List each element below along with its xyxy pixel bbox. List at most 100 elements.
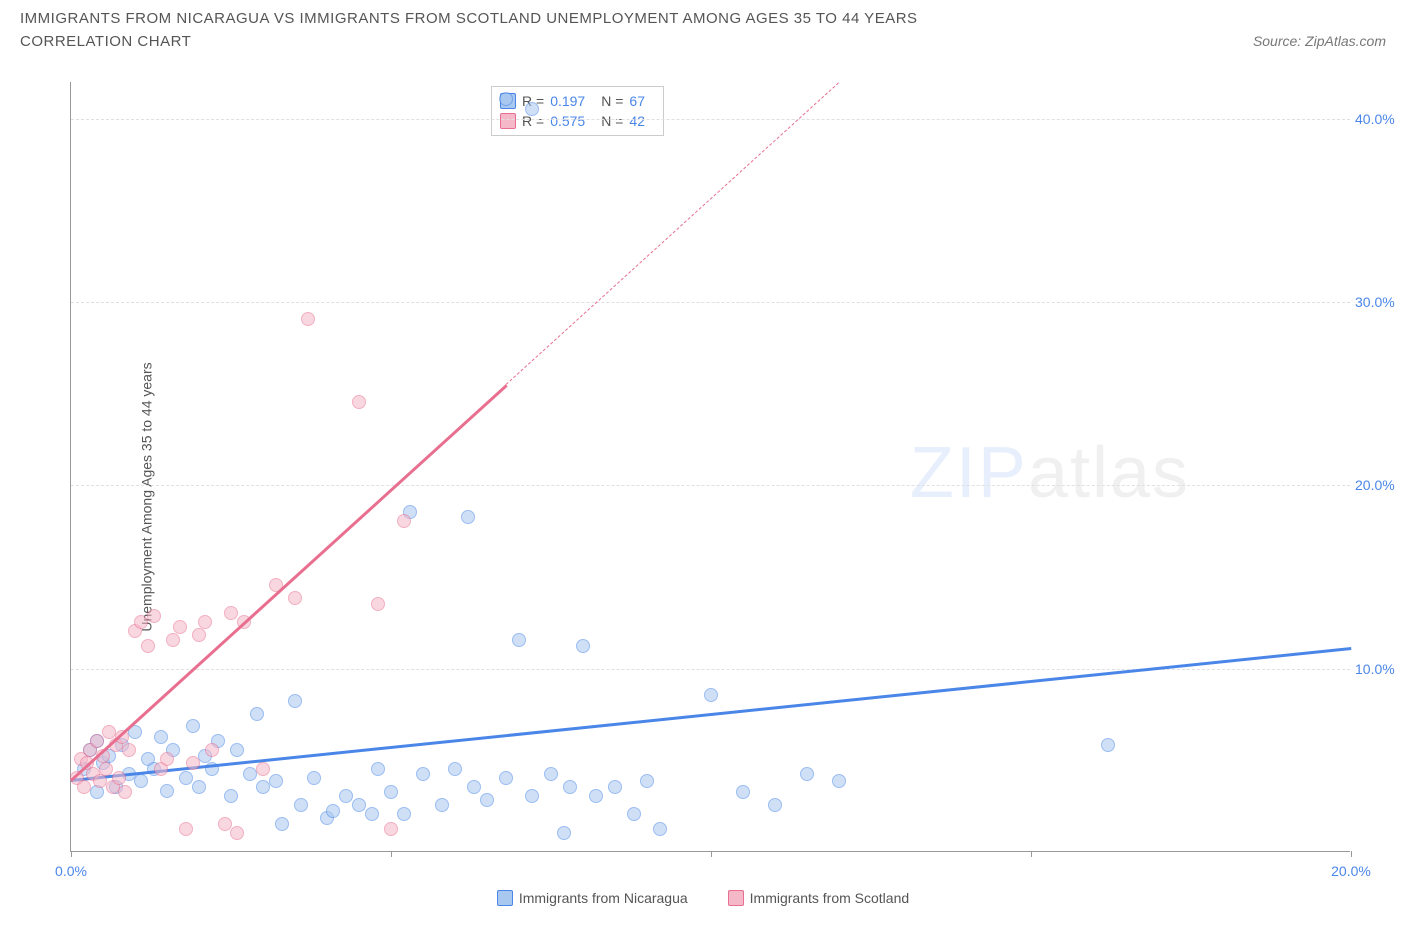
trend-line xyxy=(70,384,507,781)
data-point xyxy=(589,789,603,803)
data-point xyxy=(365,807,379,821)
data-point xyxy=(704,688,718,702)
x-tick-mark xyxy=(71,851,72,857)
data-point xyxy=(467,780,481,794)
data-point xyxy=(198,615,212,629)
data-point xyxy=(371,762,385,776)
stat-r-label: R = xyxy=(522,113,544,129)
data-point xyxy=(1101,738,1115,752)
data-point xyxy=(90,734,104,748)
data-point xyxy=(653,822,667,836)
data-point xyxy=(608,780,622,794)
data-point xyxy=(384,822,398,836)
x-tick-label: 0.0% xyxy=(55,863,87,879)
data-point xyxy=(118,785,132,799)
stats-row: R =0.197N =67 xyxy=(500,91,655,111)
data-point xyxy=(179,822,193,836)
data-point xyxy=(166,633,180,647)
data-point xyxy=(192,628,206,642)
gridline xyxy=(71,485,1350,486)
stat-n-label: N = xyxy=(601,93,623,109)
data-point xyxy=(461,510,475,524)
chart-subtitle: CORRELATION CHART xyxy=(20,33,191,50)
chart-container: Unemployment Among Ages 35 to 44 years Z… xyxy=(20,82,1386,912)
y-tick-label: 30.0% xyxy=(1355,294,1406,310)
data-point xyxy=(224,606,238,620)
data-point xyxy=(544,767,558,781)
data-point xyxy=(179,771,193,785)
data-point xyxy=(352,395,366,409)
data-point xyxy=(224,789,238,803)
x-tick-mark xyxy=(1031,851,1032,857)
data-point xyxy=(525,789,539,803)
data-point xyxy=(557,826,571,840)
data-point xyxy=(339,789,353,803)
data-point xyxy=(627,807,641,821)
stat-n-value: 42 xyxy=(629,113,645,129)
data-point xyxy=(640,774,654,788)
legend-swatch xyxy=(728,890,744,906)
x-tick-mark xyxy=(711,851,712,857)
data-point xyxy=(275,817,289,831)
chart-title: IMMIGRANTS FROM NICARAGUA VS IMMIGRANTS … xyxy=(0,0,1406,31)
stat-n-value: 67 xyxy=(629,93,645,109)
data-point xyxy=(397,807,411,821)
data-point xyxy=(147,609,161,623)
data-point xyxy=(186,756,200,770)
data-point xyxy=(269,774,283,788)
plot-area: ZIPatlas R =0.197N =67R =0.575N =42 10.0… xyxy=(70,82,1350,852)
data-point xyxy=(99,762,113,776)
x-tick-label: 20.0% xyxy=(1331,863,1371,879)
data-point xyxy=(141,639,155,653)
data-point xyxy=(205,743,219,757)
legend-label: Immigrants from Nicaragua xyxy=(519,890,688,906)
data-point xyxy=(768,798,782,812)
legend-swatch xyxy=(500,113,516,129)
data-point xyxy=(256,762,270,776)
data-point xyxy=(371,597,385,611)
data-point xyxy=(301,312,315,326)
data-point xyxy=(288,591,302,605)
data-point xyxy=(525,102,539,116)
stat-r-value: 0.575 xyxy=(550,113,585,129)
data-point xyxy=(218,817,232,831)
data-point xyxy=(134,774,148,788)
data-point xyxy=(499,92,513,106)
stat-n-label: N = xyxy=(601,113,623,129)
y-tick-label: 20.0% xyxy=(1355,477,1406,493)
legend-item: Immigrants from Nicaragua xyxy=(497,890,688,906)
data-point xyxy=(288,694,302,708)
stats-legend-box: R =0.197N =67R =0.575N =42 xyxy=(491,86,664,136)
data-point xyxy=(736,785,750,799)
x-tick-mark xyxy=(391,851,392,857)
data-point xyxy=(576,639,590,653)
y-tick-label: 10.0% xyxy=(1355,661,1406,677)
data-point xyxy=(160,784,174,798)
gridline xyxy=(71,302,1350,303)
data-point xyxy=(499,771,513,785)
data-point xyxy=(800,767,814,781)
source-attribution: Source: ZipAtlas.com xyxy=(1253,33,1386,49)
data-point xyxy=(112,771,126,785)
data-point xyxy=(416,767,430,781)
stats-row: R = 0.575 N = 42 xyxy=(500,111,655,131)
data-point xyxy=(397,514,411,528)
data-point xyxy=(480,793,494,807)
data-point xyxy=(352,798,366,812)
data-point xyxy=(326,804,340,818)
data-point xyxy=(435,798,449,812)
data-point xyxy=(154,730,168,744)
data-point xyxy=(77,780,91,794)
data-point xyxy=(512,633,526,647)
data-point xyxy=(230,826,244,840)
legend-label: Immigrants from Scotland xyxy=(750,890,910,906)
data-point xyxy=(250,707,264,721)
data-point xyxy=(307,771,321,785)
gridline xyxy=(71,119,1350,120)
watermark: ZIPatlas xyxy=(910,432,1190,514)
x-tick-mark xyxy=(1351,851,1352,857)
legend-swatch xyxy=(497,890,513,906)
data-point xyxy=(173,620,187,634)
data-point xyxy=(230,743,244,757)
legend-item: Immigrants from Scotland xyxy=(728,890,910,906)
